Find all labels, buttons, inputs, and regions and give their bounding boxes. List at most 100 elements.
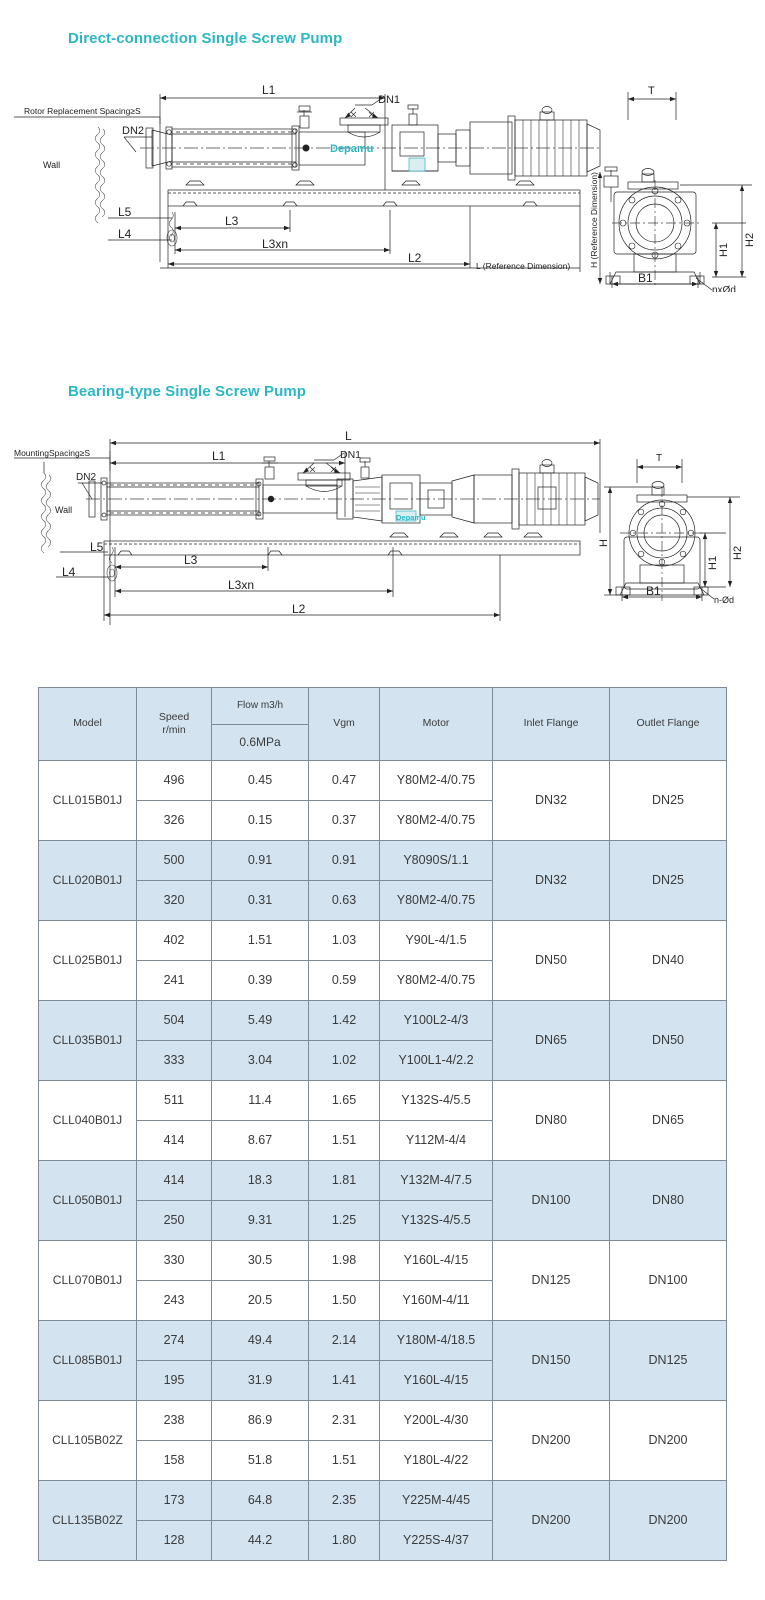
cell-speed: 241: [136, 960, 212, 1001]
cell-inlet-flange: DN32: [492, 840, 610, 921]
cell-speed: 128: [136, 1520, 212, 1561]
cell-inlet-flange: DN125: [492, 1240, 610, 1321]
cell-flow: 0.31: [211, 880, 309, 921]
cell-motor: Y160L-4/15: [379, 1360, 493, 1401]
cell-motor: Y225S-4/37: [379, 1520, 493, 1561]
cell-model: CLL070B01J: [38, 1240, 137, 1321]
cell-model: CLL015B01J: [38, 760, 137, 841]
cell-outlet-flange: DN40: [609, 920, 727, 1001]
cell-speed: 496: [136, 760, 212, 801]
table-row: CLL070B01J 330 30.5 1.98 Y160L-4/15 DN125 DN10…: [38, 1240, 727, 1321]
cell-vgm: 1.25: [308, 1200, 380, 1241]
label-l3-1: L3: [225, 214, 239, 228]
cell-speed: 274: [136, 1320, 212, 1361]
cell-flow: 0.45: [211, 760, 309, 801]
cell-speed: 195: [136, 1360, 212, 1401]
cell-motor: Y100L1-4/2.2: [379, 1040, 493, 1081]
label-l5-1: L5: [118, 205, 132, 219]
cell-speed: 326: [136, 800, 212, 841]
cell-flow: 5.49: [211, 1000, 309, 1041]
table-row: 195 31.9 1.41 Y160L-4/15: [39, 1360, 727, 1401]
cell-vgm: 1.03: [308, 920, 380, 961]
label-l3xn-2: L3xn: [228, 578, 254, 592]
cell-motor: Y225M-4/45: [379, 1480, 493, 1521]
label-h-2: H: [598, 539, 610, 547]
label-b1-1: B1: [638, 271, 653, 285]
cell-inlet-flange: DN200: [492, 1480, 610, 1561]
cell-motor: Y112M-4/4: [379, 1120, 493, 1161]
cell-motor: Y90L-4/1.5: [379, 920, 493, 961]
label-l3-2: L3: [184, 553, 198, 567]
table-row: CLL135B02Z 173 64.8 2.35 Y225M-4/45 DN200 DN20…: [38, 1480, 727, 1561]
label-mounting-spacing: MountingSpacing≥S: [14, 448, 90, 458]
cell-flow: 64.8: [211, 1480, 309, 1521]
cell-inlet-flange: DN65: [492, 1000, 610, 1081]
cell-flow: 8.67: [211, 1120, 309, 1161]
cell-motor: Y160M-4/11: [379, 1280, 493, 1321]
label-l4-2: L4: [62, 565, 76, 579]
table-row: 241 0.39 0.59 Y80M2-4/0.75: [39, 960, 727, 1001]
cell-motor: Y80M2-4/0.75: [379, 760, 493, 801]
label-l-2: L: [345, 429, 352, 443]
cell-vgm: 2.31: [308, 1400, 380, 1441]
cell-inlet-flange: DN100: [492, 1160, 610, 1241]
label-nxod-1: nxØd: [712, 285, 736, 292]
label-h2-1: H2: [744, 233, 756, 247]
cell-speed: 238: [136, 1400, 212, 1441]
label-h1-2: H1: [707, 556, 719, 570]
table-row: 128 44.2 1.80 Y225S-4/37: [39, 1520, 727, 1561]
header-flow: Flow m3/h 0.6MPa: [211, 687, 309, 761]
cell-flow: 51.8: [211, 1440, 309, 1481]
label-h-reference-1: H (Reference Dimension): [589, 172, 599, 268]
table-row: CLL025B01J 402 1.51 1.03 Y90L-4/1.5 DN50 DN40: [38, 920, 727, 1001]
cell-speed: 414: [136, 1160, 212, 1201]
header-flow-unit: Flow m3/h: [212, 688, 308, 725]
cell-flow: 31.9: [211, 1360, 309, 1401]
label-l3xn-1: L3xn: [262, 237, 288, 251]
table-row: CLL040B01J 511 11.4 1.65 Y132S-4/5.5 DN80 DN65: [38, 1080, 727, 1161]
brand-logo-2: Depamu: [396, 513, 426, 522]
cell-outlet-flange: DN100: [609, 1240, 727, 1321]
label-l1-1: L1: [262, 83, 276, 97]
cell-speed: 504: [136, 1000, 212, 1041]
cell-inlet-flange: DN32: [492, 760, 610, 841]
cell-outlet-flange: DN50: [609, 1000, 727, 1081]
cell-vgm: 0.37: [308, 800, 380, 841]
cell-speed: 511: [136, 1080, 212, 1121]
cell-outlet-flange: DN25: [609, 760, 727, 841]
cell-outlet-flange: DN80: [609, 1160, 727, 1241]
cell-motor: Y132S-4/5.5: [379, 1080, 493, 1121]
cell-vgm: 2.14: [308, 1320, 380, 1361]
cell-inlet-flange: DN150: [492, 1320, 610, 1401]
cell-model: CLL135B02Z: [38, 1480, 137, 1561]
table-row: 326 0.15 0.37 Y80M2-4/0.75: [39, 800, 727, 841]
cell-motor: Y200L-4/30: [379, 1400, 493, 1441]
label-dn2-1: DN2: [122, 125, 144, 137]
cell-flow: 9.31: [211, 1200, 309, 1241]
cell-speed: 320: [136, 880, 212, 921]
table-row: CLL050B01J 414 18.3 1.81 Y132M-4/7.5 DN100 DN8…: [38, 1160, 727, 1241]
cell-flow: 86.9: [211, 1400, 309, 1441]
cell-outlet-flange: DN125: [609, 1320, 727, 1401]
cell-inlet-flange: DN80: [492, 1080, 610, 1161]
cell-vgm: 1.81: [308, 1160, 380, 1201]
cell-model: CLL025B01J: [38, 920, 137, 1001]
cell-vgm: 1.42: [308, 1000, 380, 1041]
spec-table-head: Model Speed r/min Flow m3/h 0.6MPa Vgm M…: [38, 687, 727, 761]
label-h2-2: H2: [732, 546, 744, 560]
spec-table-container: Model Speed r/min Flow m3/h 0.6MPa Vgm M…: [38, 687, 727, 1561]
cell-motor: Y80M2-4/0.75: [379, 880, 493, 921]
header-inlet-flange: Inlet Flange: [492, 687, 610, 761]
cell-vgm: 1.50: [308, 1280, 380, 1321]
label-dn2-2: DN2: [76, 472, 96, 483]
cell-model: CLL040B01J: [38, 1080, 137, 1161]
label-nod-2: n-Ød: [714, 595, 734, 605]
cell-speed: 402: [136, 920, 212, 961]
header-speed-line1: Speed: [158, 710, 190, 723]
label-wall-1: Wall: [43, 160, 60, 170]
cell-motor: Y180L-4/22: [379, 1440, 493, 1481]
label-b1-2: B1: [646, 584, 661, 598]
cell-motor: Y80M2-4/0.75: [379, 800, 493, 841]
table-row: 250 9.31 1.25 Y132S-4/5.5: [39, 1200, 727, 1241]
header-model: Model: [38, 687, 137, 761]
